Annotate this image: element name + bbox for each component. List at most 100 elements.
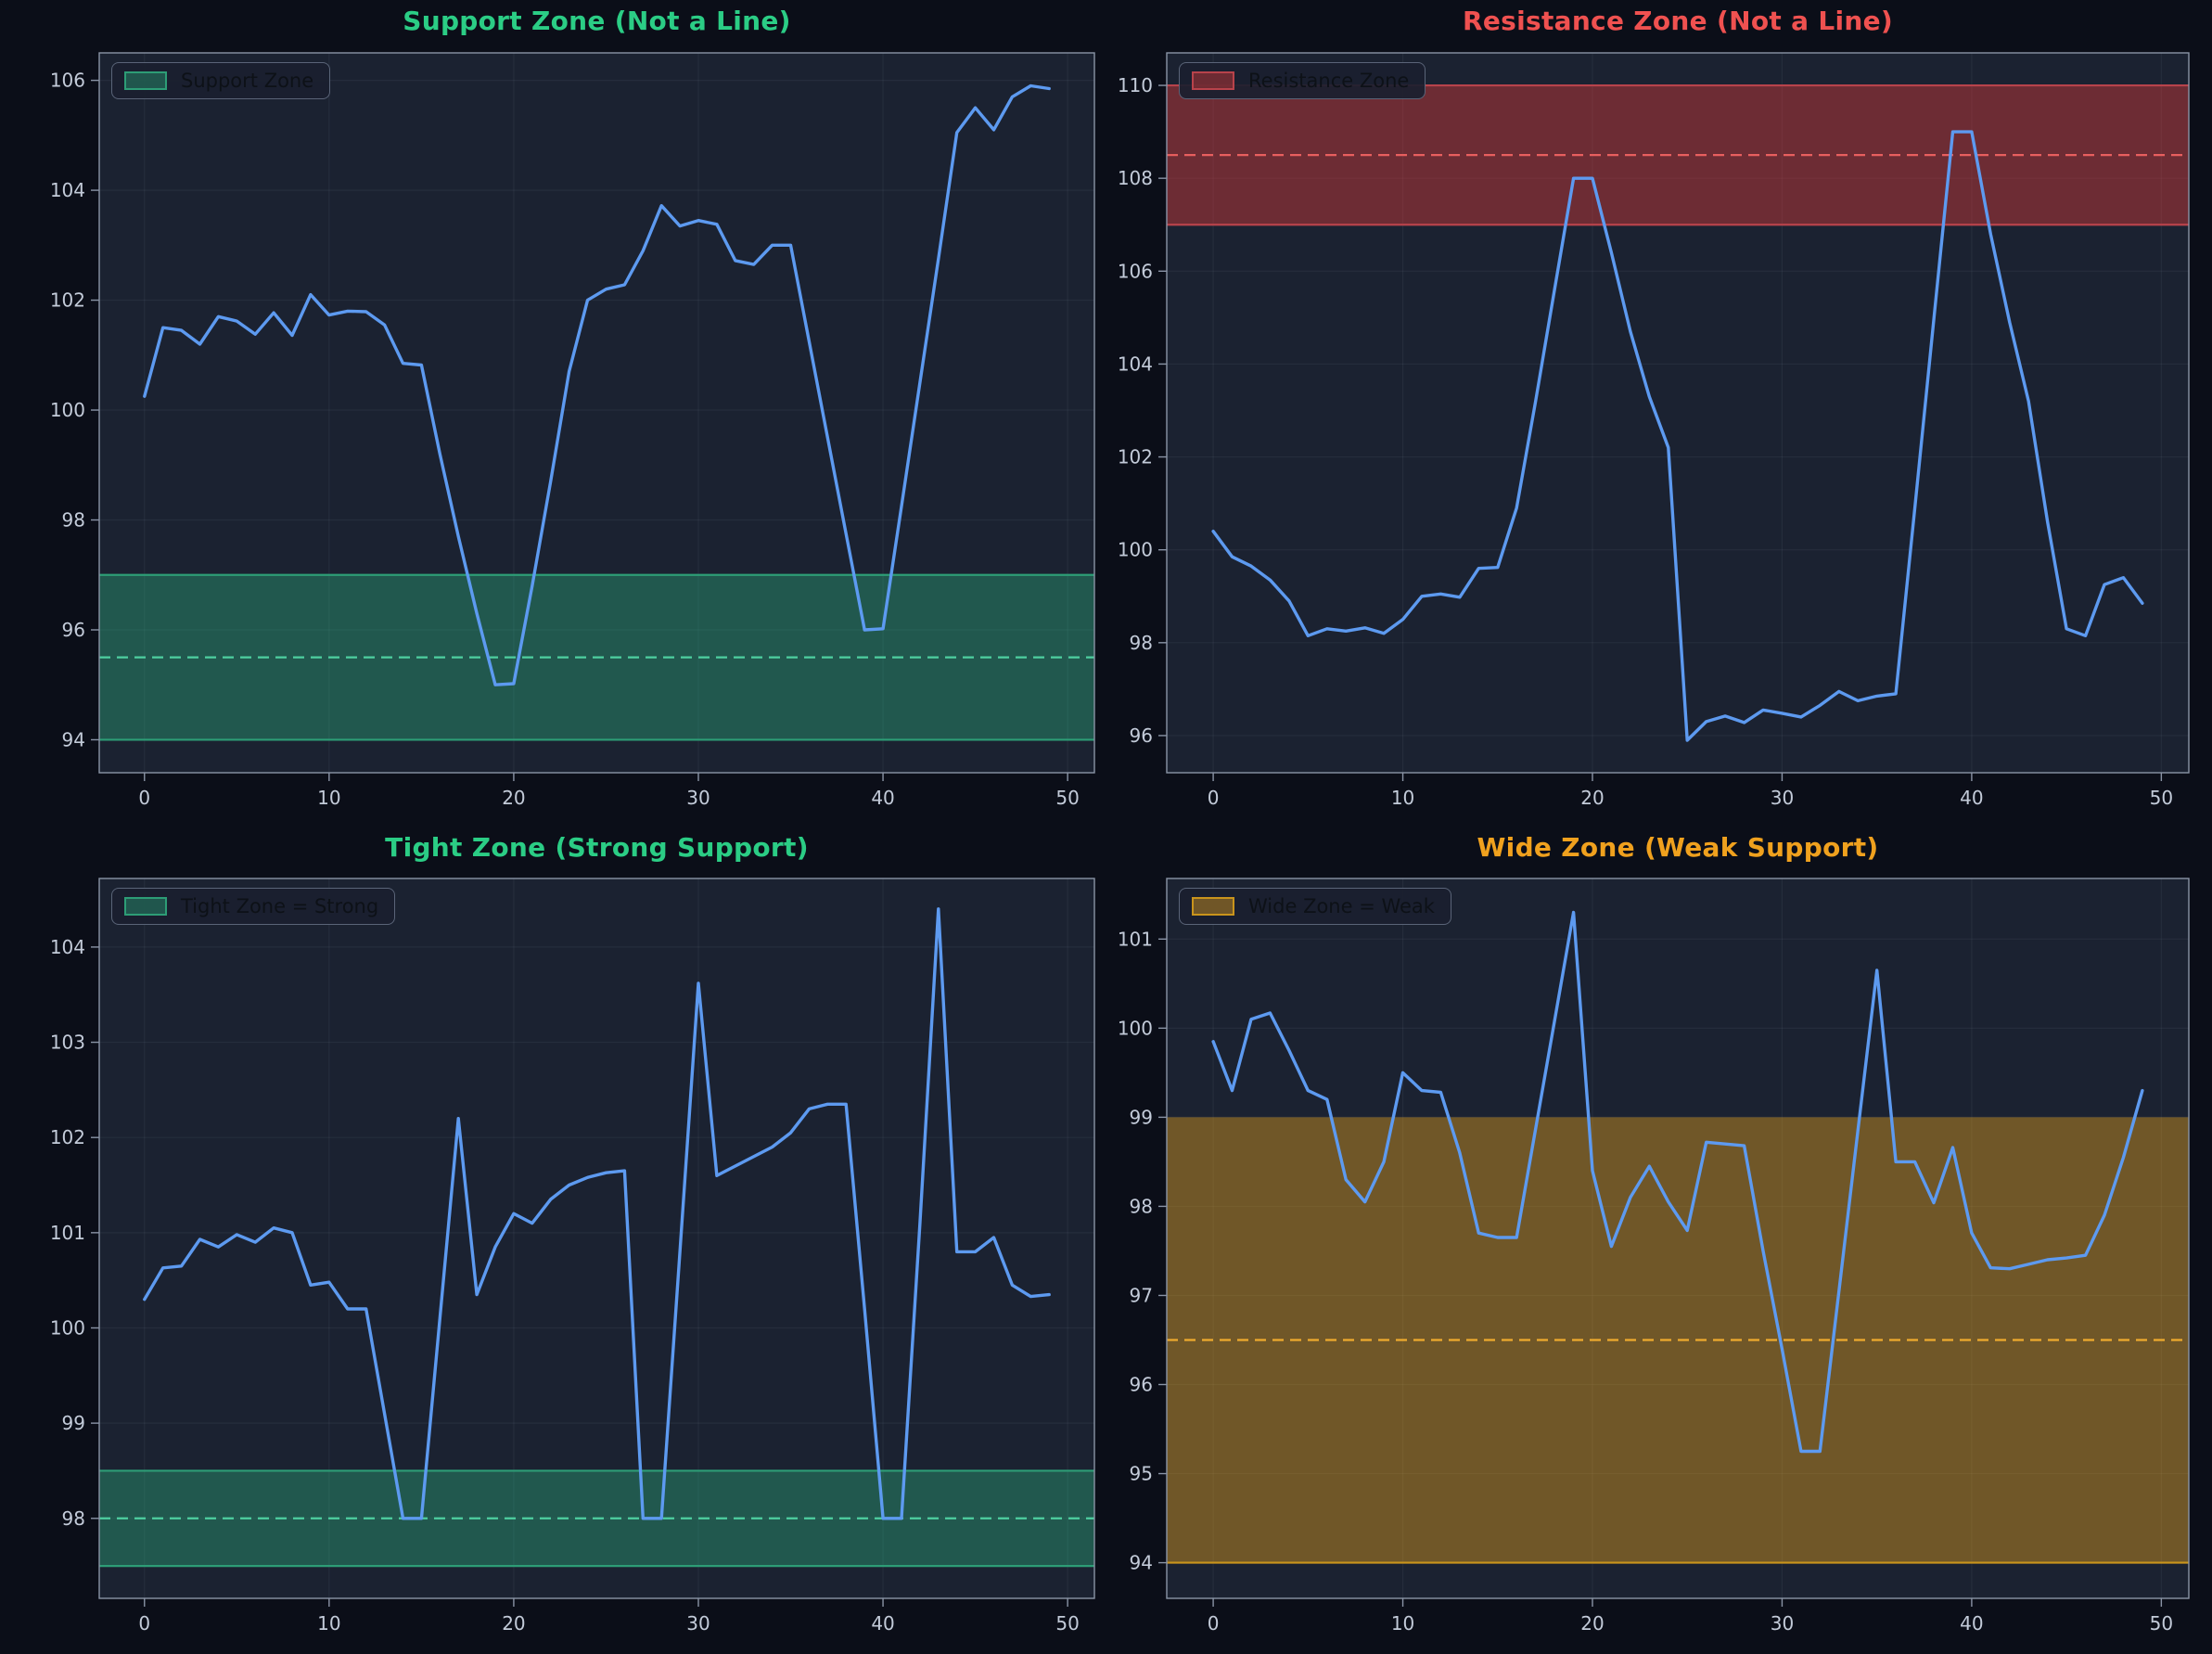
legend: Resistance Zone bbox=[1179, 62, 1426, 99]
y-tick-label: 98 bbox=[1130, 632, 1153, 654]
legend: Support Zone bbox=[111, 62, 331, 99]
plot-border bbox=[1166, 52, 2190, 774]
x-tick-label: 40 bbox=[871, 1612, 894, 1635]
zone-band bbox=[1167, 83, 2189, 226]
plot-background bbox=[1167, 53, 2189, 773]
price-line bbox=[143, 83, 1051, 686]
y-tick-label: 95 bbox=[1130, 1463, 1153, 1485]
x-tick-label: 50 bbox=[1055, 1612, 1079, 1635]
chart-panel-wide-zone: Wide Zone (Weak Support) 94 95 96 97 98 99 100… bbox=[1106, 827, 2212, 1654]
x-tick-label: 20 bbox=[502, 787, 525, 809]
y-tick-label: 96 bbox=[62, 619, 85, 641]
y-tick-label: 103 bbox=[50, 1032, 85, 1054]
grid bbox=[99, 53, 1094, 773]
chart-canvas: 96 98 100 102 104 106 108 110 0 10 20 30 40 50 bbox=[1118, 52, 2190, 809]
legend-swatch-icon bbox=[124, 71, 167, 90]
zone-band bbox=[99, 1469, 1094, 1568]
y-tick-label: 102 bbox=[50, 289, 85, 312]
x-tick-label: 10 bbox=[317, 1612, 340, 1635]
y-tick-label: 106 bbox=[1118, 260, 1153, 282]
y-tick-label: 100 bbox=[50, 399, 85, 421]
x-tick-label: 40 bbox=[1960, 787, 1983, 809]
x-tick-label: 20 bbox=[1580, 1612, 1604, 1635]
legend-label: Wide Zone = Weak bbox=[1248, 895, 1435, 917]
legend: Wide Zone = Weak bbox=[1179, 888, 1451, 925]
y-tick-label: 98 bbox=[62, 509, 85, 532]
x-tick-label: 50 bbox=[1055, 787, 1079, 809]
plot-background bbox=[99, 878, 1094, 1598]
y-tick-label: 104 bbox=[50, 179, 85, 201]
y-tick-label: 101 bbox=[1118, 928, 1153, 950]
x-tick-label: 10 bbox=[1391, 787, 1414, 809]
x-tick-label: 0 bbox=[138, 787, 150, 809]
legend-swatch-icon bbox=[1192, 897, 1234, 916]
x-tick-label: 10 bbox=[1391, 1612, 1414, 1635]
y-tick-label: 110 bbox=[1118, 74, 1153, 96]
chart-title: Wide Zone (Weak Support) bbox=[1477, 832, 1879, 863]
y-tick-label: 108 bbox=[1118, 167, 1153, 189]
x-tick-label: 30 bbox=[686, 787, 710, 809]
x-tick-label: 0 bbox=[138, 1612, 150, 1635]
axes-ticks: 94 96 98 100 102 104 106 0 10 20 30 40 50 bbox=[50, 70, 1080, 809]
x-tick-label: 50 bbox=[2150, 787, 2173, 809]
y-tick-label: 104 bbox=[1118, 353, 1153, 375]
y-tick-label: 100 bbox=[1118, 1017, 1153, 1039]
axes-ticks: 96 98 100 102 104 106 108 110 0 10 20 30 40 50 bbox=[1118, 74, 2173, 809]
chart-panel-support-zone: Support Zone (Not a Line) 94 96 98 100 102 10… bbox=[0, 0, 1106, 827]
legend-label: Resistance Zone bbox=[1248, 70, 1410, 92]
x-tick-label: 10 bbox=[317, 787, 340, 809]
zone-band bbox=[99, 573, 1094, 741]
x-tick-label: 0 bbox=[1208, 1612, 1220, 1635]
chart-canvas: 94 96 98 100 102 104 106 0 10 20 30 40 50 bbox=[50, 52, 1095, 809]
x-tick-label: 40 bbox=[871, 787, 894, 809]
y-tick-label: 94 bbox=[62, 728, 85, 750]
chart-title: Support Zone (Not a Line) bbox=[403, 6, 791, 36]
price-line bbox=[143, 907, 1051, 1520]
grid bbox=[1167, 878, 2189, 1598]
zone-band bbox=[1167, 1117, 2189, 1564]
y-tick-label: 100 bbox=[1118, 539, 1153, 561]
legend: Tight Zone = Strong bbox=[111, 888, 396, 925]
y-tick-label: 106 bbox=[50, 70, 85, 92]
x-tick-label: 50 bbox=[2150, 1612, 2173, 1635]
plot-border bbox=[98, 52, 1095, 774]
y-tick-label: 96 bbox=[1130, 1374, 1153, 1396]
price-line bbox=[1211, 130, 2144, 742]
axes-ticks: 98 99 100 101 102 103 104 0 10 20 30 40 50 bbox=[50, 936, 1080, 1635]
y-tick-label: 104 bbox=[50, 936, 85, 958]
y-tick-label: 98 bbox=[62, 1507, 85, 1530]
y-tick-label: 94 bbox=[1130, 1552, 1153, 1574]
x-tick-label: 30 bbox=[686, 1612, 710, 1635]
legend-label: Support Zone bbox=[181, 70, 314, 92]
x-tick-label: 30 bbox=[1771, 787, 1794, 809]
x-tick-label: 30 bbox=[1771, 1612, 1794, 1635]
price-line bbox=[1211, 910, 2144, 1454]
legend-swatch-icon bbox=[124, 897, 167, 916]
x-tick-label: 0 bbox=[1208, 787, 1220, 809]
plot-background bbox=[1167, 878, 2189, 1598]
plot-border bbox=[98, 878, 1095, 1599]
y-tick-label: 99 bbox=[62, 1412, 85, 1434]
grid bbox=[1167, 53, 2189, 773]
legend-swatch-icon bbox=[1192, 71, 1234, 90]
x-tick-label: 40 bbox=[1960, 1612, 1983, 1635]
y-tick-label: 98 bbox=[1130, 1195, 1153, 1217]
y-tick-label: 102 bbox=[50, 1126, 85, 1148]
chart-title: Tight Zone (Strong Support) bbox=[385, 832, 809, 863]
chart-title: Resistance Zone (Not a Line) bbox=[1462, 6, 1894, 36]
y-tick-label: 102 bbox=[1118, 446, 1153, 468]
chart-panel-tight-zone: Tight Zone (Strong Support) 98 99 100 101 10… bbox=[0, 827, 1106, 1654]
y-tick-label: 97 bbox=[1130, 1284, 1153, 1306]
chart-panel-resistance-zone: Resistance Zone (Not a Line) 96 98 100 102 1… bbox=[1106, 0, 2212, 827]
legend-label: Tight Zone = Strong bbox=[181, 895, 379, 917]
y-tick-label: 100 bbox=[50, 1316, 85, 1339]
x-tick-label: 20 bbox=[1580, 787, 1604, 809]
plot-border bbox=[1166, 878, 2190, 1599]
y-tick-label: 101 bbox=[50, 1222, 85, 1244]
x-tick-label: 20 bbox=[502, 1612, 525, 1635]
y-tick-label: 96 bbox=[1130, 724, 1153, 747]
chart-canvas: 98 99 100 101 102 103 104 0 10 20 30 40 50 bbox=[50, 878, 1095, 1635]
